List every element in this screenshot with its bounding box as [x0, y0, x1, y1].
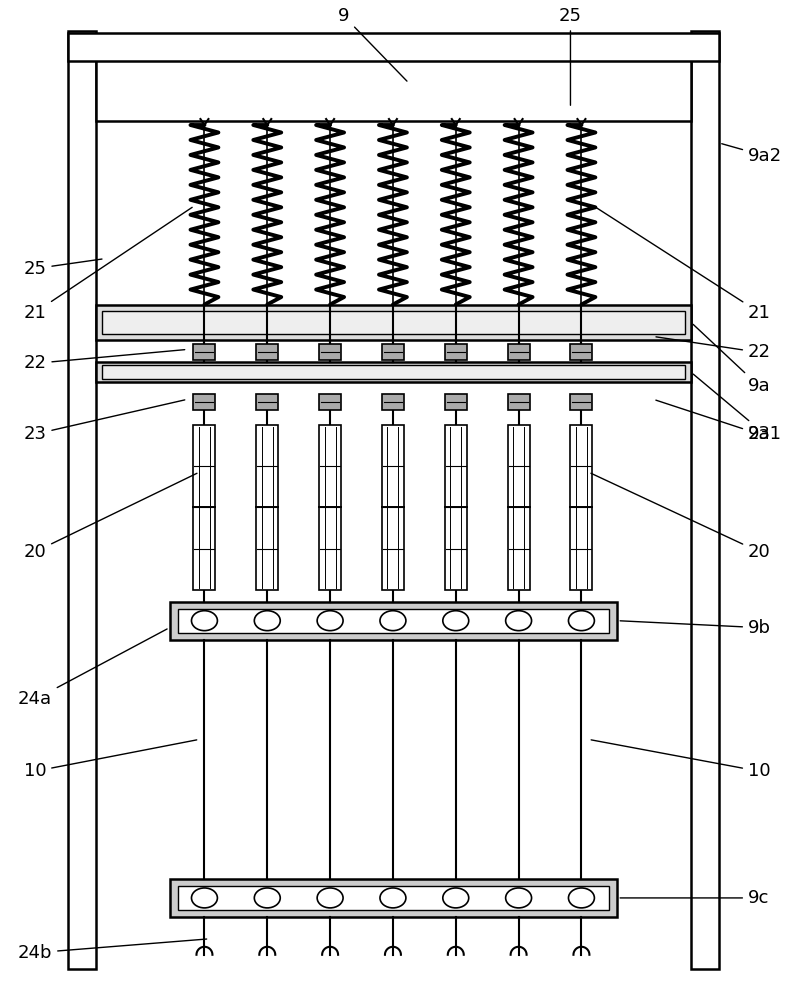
Bar: [319, 394, 341, 410]
Text: 22: 22: [656, 337, 771, 361]
Ellipse shape: [380, 611, 406, 631]
Bar: [193, 425, 215, 590]
Ellipse shape: [568, 611, 594, 631]
Text: 20: 20: [24, 473, 197, 561]
Bar: [193, 344, 215, 360]
Bar: [193, 394, 215, 410]
Bar: [95, 362, 691, 382]
Text: 9a1: 9a1: [694, 374, 782, 443]
Bar: [102, 365, 685, 379]
Bar: [319, 344, 341, 360]
Bar: [445, 425, 467, 590]
Text: 9a: 9a: [694, 324, 771, 395]
Bar: [68, 33, 719, 61]
Text: 22: 22: [24, 350, 185, 372]
Ellipse shape: [192, 611, 218, 631]
Ellipse shape: [568, 888, 594, 908]
Text: 25: 25: [559, 7, 582, 105]
Text: 9a2: 9a2: [722, 144, 782, 165]
Bar: [102, 311, 685, 334]
Text: 21: 21: [596, 207, 771, 322]
Bar: [445, 394, 467, 410]
Text: 24a: 24a: [18, 629, 167, 708]
Bar: [95, 305, 691, 340]
Bar: [507, 344, 529, 360]
Bar: [256, 394, 279, 410]
Bar: [507, 425, 529, 590]
Ellipse shape: [443, 888, 469, 908]
Text: 9c: 9c: [620, 889, 769, 907]
Bar: [507, 394, 529, 410]
Text: 10: 10: [591, 740, 771, 780]
Ellipse shape: [506, 611, 532, 631]
Text: 9: 9: [338, 7, 407, 81]
Ellipse shape: [192, 888, 218, 908]
Text: 24b: 24b: [17, 939, 207, 962]
Text: 20: 20: [591, 473, 771, 561]
Text: 23: 23: [656, 400, 771, 443]
Text: 25: 25: [24, 259, 102, 278]
Bar: [570, 425, 593, 590]
Text: 23: 23: [24, 400, 185, 443]
Bar: [445, 344, 467, 360]
Bar: [570, 344, 593, 360]
Bar: [256, 344, 279, 360]
Bar: [691, 31, 719, 969]
Bar: [382, 344, 404, 360]
Bar: [178, 886, 609, 910]
Text: 10: 10: [24, 740, 196, 780]
Bar: [382, 425, 404, 590]
Ellipse shape: [443, 611, 469, 631]
Bar: [319, 425, 341, 590]
Ellipse shape: [317, 611, 343, 631]
Bar: [570, 394, 593, 410]
Ellipse shape: [380, 888, 406, 908]
Text: 9b: 9b: [620, 619, 771, 637]
Ellipse shape: [317, 888, 343, 908]
Ellipse shape: [254, 611, 280, 631]
Text: 21: 21: [24, 207, 193, 322]
Bar: [95, 51, 691, 121]
Bar: [256, 425, 279, 590]
Ellipse shape: [506, 888, 532, 908]
Bar: [170, 602, 617, 640]
Bar: [382, 394, 404, 410]
Bar: [170, 879, 617, 917]
Bar: [68, 31, 95, 969]
Bar: [178, 609, 609, 633]
Ellipse shape: [254, 888, 280, 908]
